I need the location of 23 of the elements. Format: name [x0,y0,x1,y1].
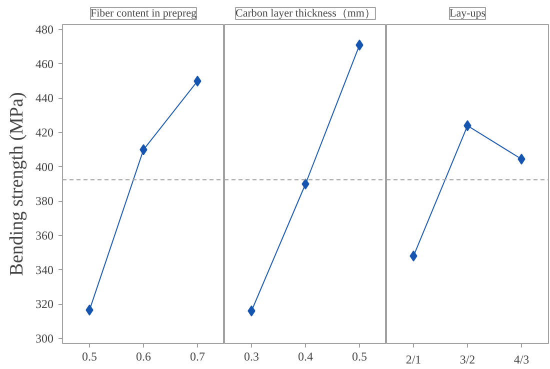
y-tick-label: 320 [36,297,54,312]
y-axis-title: Bending strength (MPa) [6,92,28,276]
x-tick-label: 3/2 [460,352,476,366]
y-tick-label: 340 [36,262,54,277]
y-tick-label: 300 [36,331,54,346]
x-tick-label: 0.6 [136,350,151,364]
y-tick-label: 380 [36,194,54,208]
x-tick-label: 0.5 [82,350,97,364]
y-tick-label: 420 [36,126,54,140]
y-tick-label: 480 [36,22,54,37]
y-tick-label: 400 [36,160,54,174]
chart-title: Fiber content in prepreg [90,8,197,20]
y-tick-label: 440 [36,91,54,106]
y-tick-label: 460 [36,56,54,71]
x-tick-label: 2/1 [406,352,422,366]
y-tick-label: 360 [36,228,54,242]
x-tick-label: 0.3 [244,350,259,364]
x-tick-label: 4/3 [514,352,530,366]
x-tick-label: 0.5 [352,350,367,364]
x-tick-label: 0.4 [298,350,313,364]
chart-title: Lay-ups [449,8,486,20]
chart-title: Carbon layer thickness（mm） [236,8,376,20]
x-tick-label: 0.7 [190,350,205,364]
